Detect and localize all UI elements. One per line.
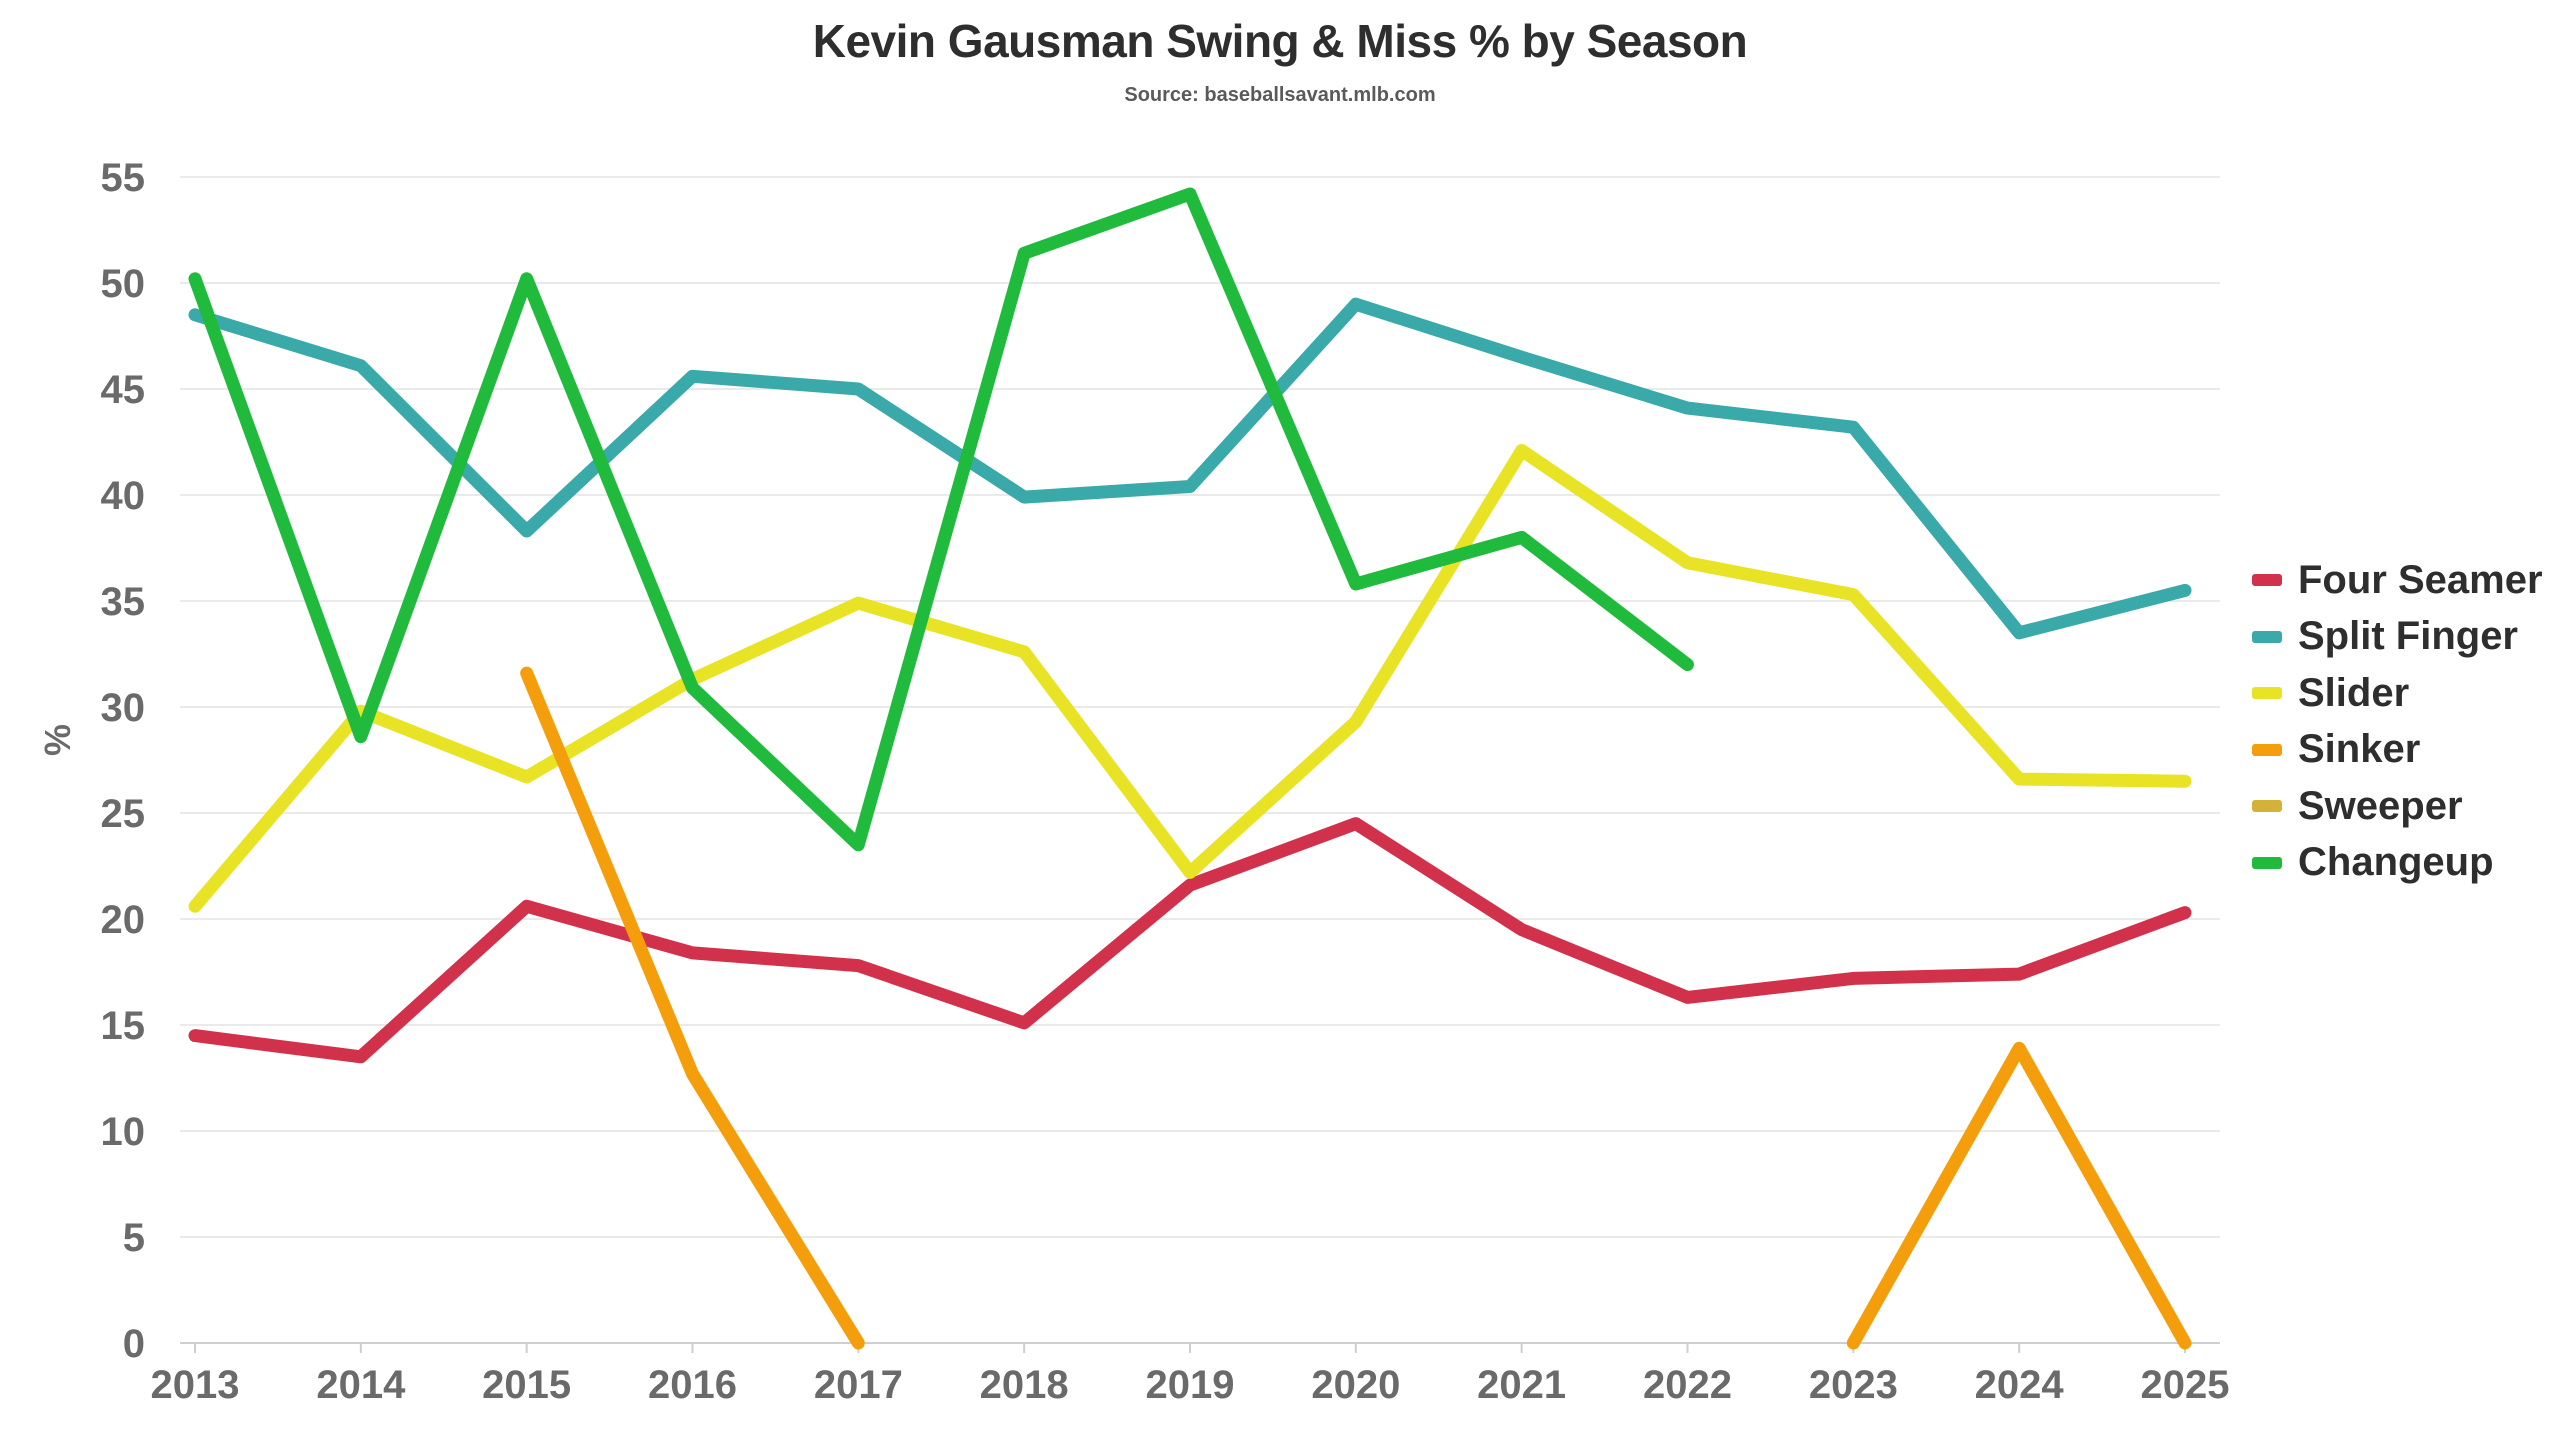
legend-item-changeup[interactable]: Changeup <box>2252 835 2543 892</box>
legend-swatch <box>2252 856 2282 869</box>
y-tick-label: 50 <box>101 262 146 306</box>
legend-swatch <box>2252 574 2282 587</box>
legend-label: Slider <box>2298 670 2410 715</box>
legend-swatch <box>2252 630 2282 643</box>
y-tick-label: 55 <box>101 156 146 200</box>
legend-item-sweeper[interactable]: Sweeper <box>2252 778 2543 835</box>
y-tick-label: 0 <box>123 1322 145 1366</box>
x-tick-label: 2019 <box>1146 1363 1235 1407</box>
y-tick-label: 10 <box>101 1110 146 1154</box>
y-axis-ticks: 0 5 10 15 20 25 30 35 40 45 50 55 <box>101 156 146 1366</box>
legend-label: Sinker <box>2298 727 2421 772</box>
x-tick-label: 2015 <box>482 1363 571 1407</box>
legend-label: Four Seamer <box>2298 557 2543 602</box>
x-tick-label: 2020 <box>1311 1363 1400 1407</box>
y-tick-label: 30 <box>101 686 146 730</box>
chart-subtitle: Source: baseballsavant.mlb.com <box>1124 84 1436 106</box>
legend-swatch <box>2252 687 2282 700</box>
legend-label: Sweeper <box>2298 783 2463 828</box>
x-tick-label: 2013 <box>151 1363 240 1407</box>
y-tick-label: 35 <box>101 580 146 624</box>
legend-label: Split Finger <box>2298 614 2518 659</box>
x-tick-label: 2016 <box>648 1363 737 1407</box>
x-axis-ticks: 2013 2014 2015 2016 2017 2018 2019 2020 2021 2022… <box>151 1343 2230 1407</box>
x-tick-label: 2017 <box>814 1363 903 1407</box>
x-tick-label: 2014 <box>316 1363 406 1407</box>
chart-title: Kevin Gausman Swing & Miss % by Season <box>812 15 1748 67</box>
legend-item-four-seamer[interactable]: Four Seamer <box>2252 552 2543 609</box>
legend-item-slider[interactable]: Slider <box>2252 665 2543 722</box>
grid-lines <box>180 176 2220 1344</box>
y-tick-label: 45 <box>101 368 146 412</box>
series-line-changeup <box>188 187 1694 852</box>
legend-item-split-finger[interactable]: Split Finger <box>2252 609 2543 666</box>
y-tick-label: 25 <box>101 792 146 836</box>
series-line-sinker <box>1846 1041 2192 1350</box>
series-lines <box>188 187 2192 1350</box>
x-tick-label: 2023 <box>1809 1363 1898 1407</box>
series-line-slider <box>188 444 2192 913</box>
legend-swatch <box>2252 743 2282 756</box>
x-tick-label: 2021 <box>1477 1363 1566 1407</box>
legend-swatch <box>2252 800 2282 813</box>
x-tick-label: 2024 <box>1975 1363 2065 1407</box>
series-line-sinker <box>520 666 865 1350</box>
y-tick-label: 15 <box>101 1004 146 1048</box>
series-line-split-finger <box>188 297 2192 640</box>
x-tick-label: 2022 <box>1643 1363 1732 1407</box>
x-tick-label: 2025 <box>2141 1363 2230 1407</box>
legend-label: Changeup <box>2298 840 2494 885</box>
series-line-four-seamer <box>188 817 2192 1064</box>
y-tick-label: 20 <box>101 898 146 942</box>
y-tick-label: 40 <box>101 474 146 518</box>
legend: Four Seamer Split Finger Slider Sinker Sweep… <box>2252 552 2543 891</box>
y-axis-label: % <box>37 724 78 756</box>
legend-item-sinker[interactable]: Sinker <box>2252 722 2543 779</box>
y-tick-label: 5 <box>123 1216 145 1260</box>
x-tick-label: 2018 <box>980 1363 1069 1407</box>
